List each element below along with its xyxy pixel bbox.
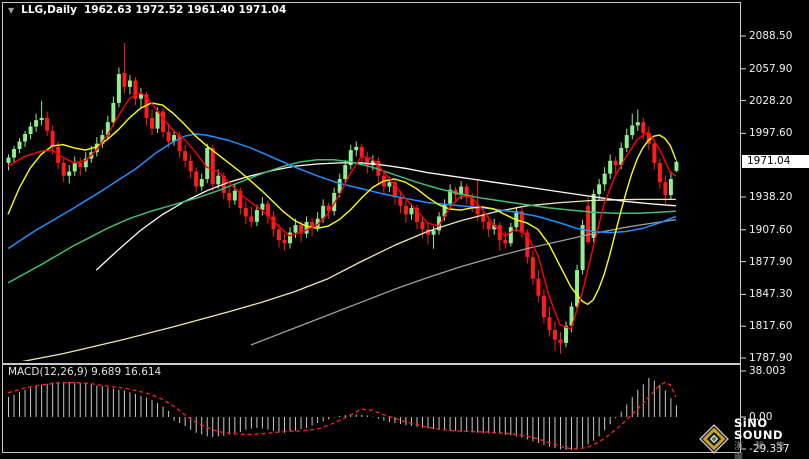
macd-histogram <box>8 378 677 450</box>
price-axis-label: 1787.90 <box>749 352 793 364</box>
price-axis-label: 2028.20 <box>749 94 793 107</box>
ma-blue <box>7 133 677 250</box>
ma-slow-gray <box>250 219 676 346</box>
price-axis-label: 1938.20 <box>749 191 793 203</box>
chart-header: ▼ LLG,Daily 1962.63 1972.52 1961.40 1971… <box>8 4 286 16</box>
logo-brand-text: SiNO SOUND <box>734 416 784 442</box>
ma-green <box>7 158 676 284</box>
chart-collapse-icon[interactable]: ▼ <box>8 5 15 15</box>
ma-red <box>7 91 677 330</box>
logo-chinese-text: 漢 聲 集 團 <box>734 442 790 459</box>
macd-indicator-label: MACD(12,26,9) 9.689 16.614 <box>8 366 161 378</box>
price-axis-label: 1997.60 <box>749 127 793 140</box>
price-axis-label: 2057.90 <box>749 62 793 75</box>
ohlc-values: 1962.63 1972.52 1961.40 1971.04 <box>84 4 287 16</box>
price-axis-label: 1817.60 <box>749 320 793 333</box>
macd-axis-label: 0.00 <box>749 411 773 423</box>
ma-slow-palegold <box>21 198 676 361</box>
macd-axis-label: 38.003 <box>749 365 786 378</box>
symbol-period-label: LLG,Daily <box>21 4 77 16</box>
moving-averages <box>7 91 677 361</box>
macd-axis-label: -29.337 <box>749 443 790 455</box>
price-axis-label: 1847.30 <box>749 288 793 301</box>
price-axis-label: 1877.90 <box>749 255 793 268</box>
price-axis-label: 2088.50 <box>749 30 793 42</box>
current-price-tag: 1971.04 <box>742 155 809 169</box>
broker-logo: SiNO SOUND 漢 聲 集 團 <box>699 417 809 459</box>
price-axis-label: 1907.60 <box>749 223 793 236</box>
ma-yellow <box>7 102 677 305</box>
diamond-logo-icon <box>699 423 729 459</box>
ma-white <box>95 162 676 271</box>
macd-values: 9.689 16.614 <box>91 366 162 378</box>
macd-name: MACD(12,26,9) <box>8 366 88 378</box>
